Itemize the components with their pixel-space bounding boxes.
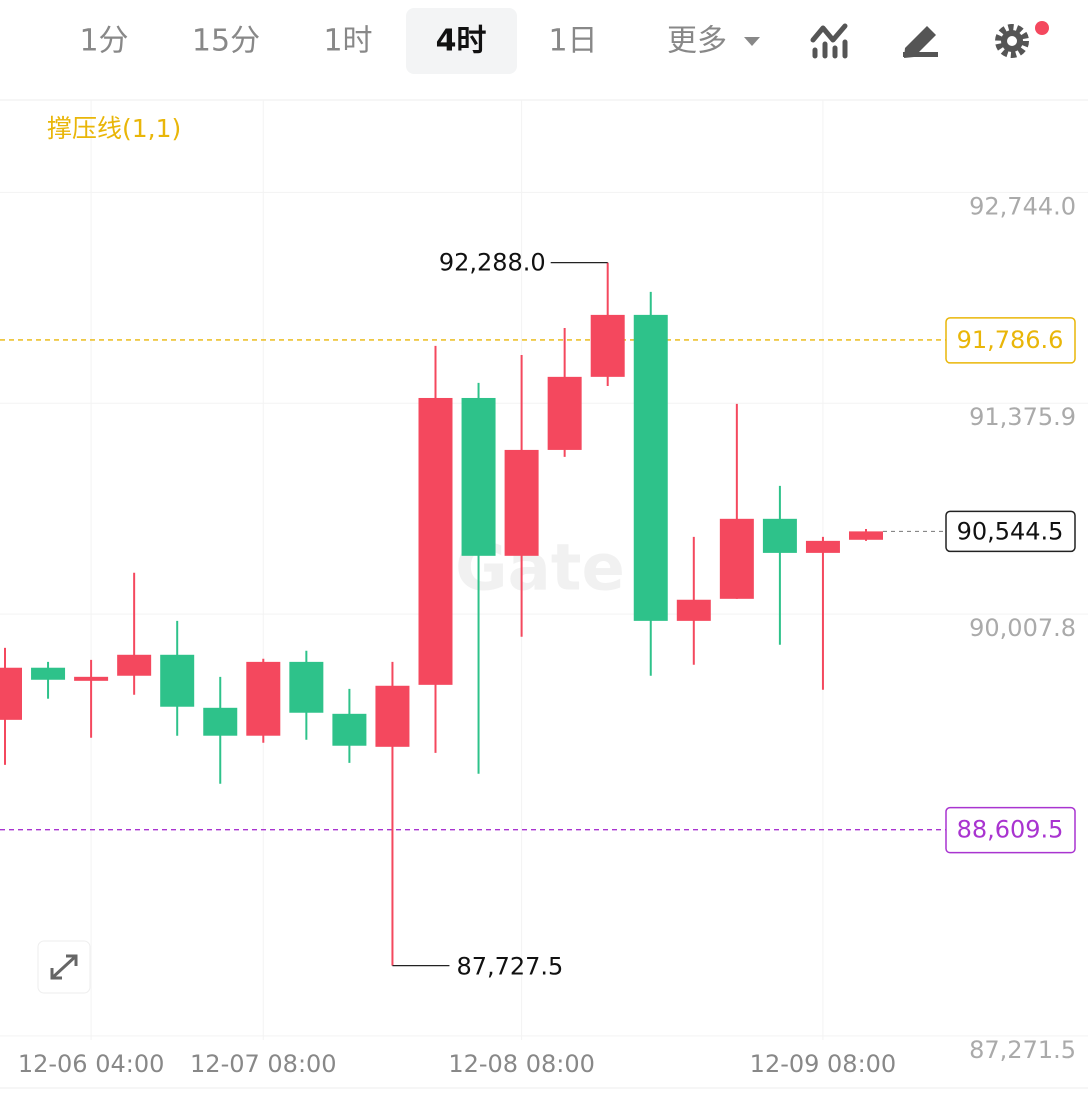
level-label: 88,609.5 [957, 816, 1064, 844]
body [719, 518, 754, 599]
notification-dot [1035, 21, 1049, 35]
body [375, 685, 410, 747]
y-tick-label: 92,744.0 [969, 192, 1076, 220]
body [31, 667, 66, 680]
body [676, 599, 711, 621]
draw-icon[interactable] [903, 26, 938, 58]
y-tick-label: 91,375.9 [969, 403, 1076, 431]
tab[interactable]: 1时 [323, 24, 372, 59]
body [203, 707, 238, 736]
level-box [945, 806, 1076, 854]
body [117, 654, 152, 676]
annotation-label: 92,288.0 [439, 249, 546, 277]
toolbar: 1分 15分 1时 4时 1日 [79, 8, 598, 74]
body [461, 397, 496, 556]
body [547, 376, 582, 450]
body [849, 531, 883, 540]
tab-more[interactable]: 更多 [667, 24, 727, 59]
x-tick-label: 12-07 08:00 [190, 1050, 337, 1078]
expand-button[interactable] [37, 940, 91, 994]
x-tick-label: 12-06 04:00 [18, 1050, 165, 1078]
body [74, 676, 109, 681]
x-tick-label: 12-09 08:00 [750, 1050, 897, 1078]
body [246, 661, 281, 736]
level-box [945, 317, 1076, 364]
body [633, 314, 668, 621]
body [590, 314, 625, 377]
tab[interactable]: 4时 [436, 24, 487, 59]
body [332, 713, 367, 746]
level-label: 91,786.6 [957, 326, 1064, 354]
tab[interactable]: 15分 [192, 24, 260, 59]
indicator-label: 撑压线(1,1) [47, 114, 181, 143]
tab-active-bg [406, 8, 517, 74]
body [160, 654, 195, 707]
body [418, 397, 453, 685]
tab[interactable]: 1日 [548, 24, 597, 59]
y-tick-label: 87,271.5 [969, 1036, 1076, 1064]
y-tick-label: 90,007.8 [969, 614, 1076, 642]
body [762, 518, 797, 553]
body [805, 540, 840, 553]
last-price-label: 90,544.5 [957, 517, 1064, 545]
tab[interactable]: 1分 [79, 24, 128, 59]
body [289, 661, 324, 713]
annotation-label: 87,727.5 [456, 953, 563, 981]
dropdown-arrow [744, 37, 760, 46]
indicator-icon[interactable] [810, 23, 848, 59]
last-price-box [945, 510, 1076, 553]
x-tick-label: 12-08 08:00 [448, 1050, 595, 1078]
body [0, 667, 22, 720]
body [504, 449, 539, 556]
settings-icon[interactable] [995, 21, 1049, 58]
